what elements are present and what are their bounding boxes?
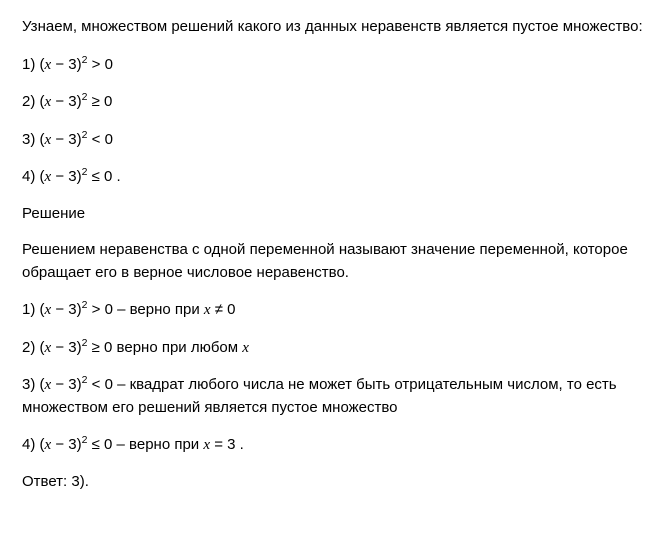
problem-intro: Узнаем, множеством решений какого из дан… (22, 16, 649, 39)
intro-text: Узнаем, множеством решений какого из дан… (22, 18, 643, 35)
option-2: 2) (x − 3)2 ≥ 0 (22, 90, 649, 114)
option-expr: (x − 3)2 ≥ 0 (40, 93, 113, 110)
answer-value: 3). (71, 473, 89, 490)
item-num: 2) (22, 339, 35, 356)
option-4: 4) (x − 3)2 ≤ 0 . (22, 165, 649, 189)
item-num: 1) (22, 301, 35, 318)
item-num: 4) (22, 436, 35, 453)
option-expr: (x − 3)2 < 0 (40, 131, 113, 148)
answer-label: Ответ: (22, 473, 71, 490)
option-num: 3) (22, 131, 35, 148)
option-num: 1) (22, 56, 35, 73)
option-1: 1) (x − 3)2 > 0 (22, 53, 649, 77)
answer: Ответ: 3). (22, 471, 649, 494)
option-num: 4) (22, 168, 35, 185)
option-num: 2) (22, 93, 35, 110)
option-expr: (x − 3)2 > 0 (40, 56, 113, 73)
option-3: 3) (x − 3)2 < 0 (22, 128, 649, 152)
solution-title: Решение (22, 203, 649, 226)
solution-item-3: 3) (x − 3)2 < 0 – квадрат любого числа н… (22, 373, 649, 419)
solution-item-2: 2) (x − 3)2 ≥ 0 верно при любом x (22, 336, 649, 360)
item-num: 3) (22, 376, 35, 393)
option-expr: (x − 3)2 ≤ 0 . (40, 168, 121, 185)
solution-item-4: 4) (x − 3)2 ≤ 0 – верно при x = 3 . (22, 433, 649, 457)
solution-item-1: 1) (x − 3)2 > 0 – верно при x ≠ 0 (22, 298, 649, 322)
solution-intro: Решением неравенства с одной переменной … (22, 239, 649, 284)
